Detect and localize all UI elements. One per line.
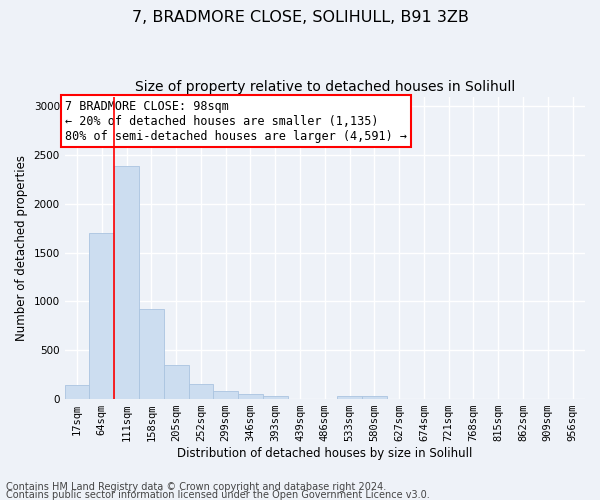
Text: Contains public sector information licensed under the Open Government Licence v3: Contains public sector information licen… bbox=[6, 490, 430, 500]
Bar bbox=[263, 396, 287, 399]
Title: Size of property relative to detached houses in Solihull: Size of property relative to detached ho… bbox=[135, 80, 515, 94]
Bar bbox=[164, 365, 188, 399]
Bar bbox=[362, 396, 387, 399]
Bar bbox=[238, 394, 263, 399]
Bar bbox=[65, 386, 89, 399]
Bar bbox=[188, 384, 214, 399]
Text: 7, BRADMORE CLOSE, SOLIHULL, B91 3ZB: 7, BRADMORE CLOSE, SOLIHULL, B91 3ZB bbox=[131, 10, 469, 25]
Bar bbox=[214, 391, 238, 399]
Text: 7 BRADMORE CLOSE: 98sqm
← 20% of detached houses are smaller (1,135)
80% of semi: 7 BRADMORE CLOSE: 98sqm ← 20% of detache… bbox=[65, 100, 407, 142]
Bar bbox=[89, 233, 114, 399]
Bar bbox=[114, 166, 139, 399]
Bar bbox=[337, 396, 362, 399]
Text: Contains HM Land Registry data © Crown copyright and database right 2024.: Contains HM Land Registry data © Crown c… bbox=[6, 482, 386, 492]
X-axis label: Distribution of detached houses by size in Solihull: Distribution of detached houses by size … bbox=[177, 447, 473, 460]
Bar bbox=[139, 310, 164, 399]
Y-axis label: Number of detached properties: Number of detached properties bbox=[15, 155, 28, 341]
